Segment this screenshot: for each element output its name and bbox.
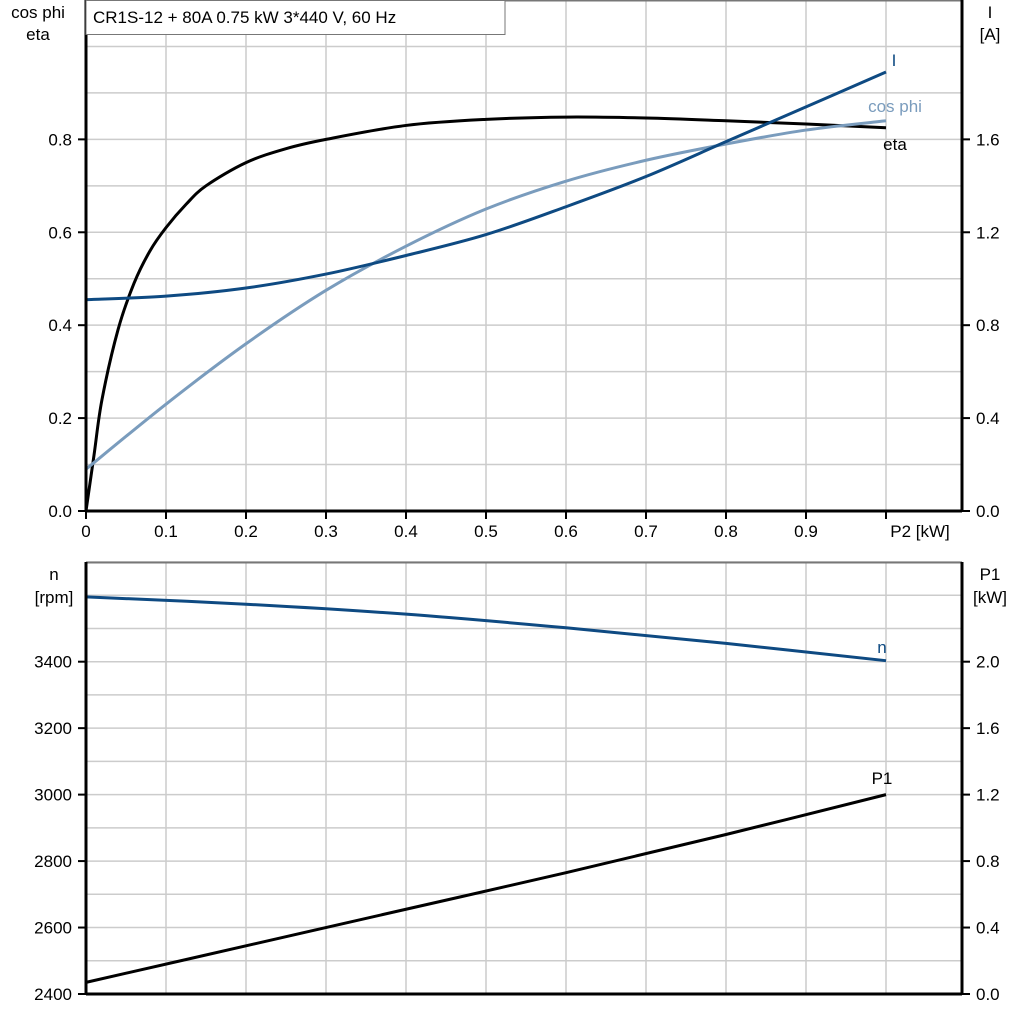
series-label-I: I	[892, 51, 897, 70]
y-left-tick-label: 3200	[34, 719, 72, 738]
series-line-cos-phi	[85, 119, 887, 471]
y-right-tick-label: 2.0	[976, 653, 1000, 672]
y-left-tick-label: 0.2	[48, 409, 72, 428]
y-left-tick-label: 0.8	[48, 130, 72, 149]
y-left-tick-label: 0.6	[48, 223, 72, 242]
y-right-tick-label: 0.8	[976, 316, 1000, 335]
title-box: CR1S-12 + 80A 0.75 kW 3*440 V, 60 Hz	[85, 0, 506, 35]
y-right-tick-label: 1.6	[976, 130, 1000, 149]
x-tick-label: 0	[81, 522, 90, 541]
series-label-n: n	[877, 638, 886, 657]
y-right-tick-label: 0.0	[976, 985, 1000, 1004]
x-tick-label: 0.3	[314, 522, 338, 541]
top-left-axis-label-2: eta	[26, 25, 50, 44]
y-left-tick-label: 3000	[34, 786, 72, 805]
bottom-left-axis-label-1: n	[49, 565, 58, 584]
chart-title: CR1S-12 + 80A 0.75 kW 3*440 V, 60 Hz	[93, 8, 396, 27]
bottom-left-axis-label-2: [rpm]	[35, 588, 74, 607]
y-right-tick-label: 0.4	[976, 919, 1000, 938]
tick-labels: 0.0 0.2 0.4 0.6 0.8 0.0 0.4 0.8 1.2 1.6 0 0.1 0.2 0.3…	[34, 130, 999, 1004]
x-tick-label: 0.1	[154, 522, 178, 541]
series-label-eta: eta	[883, 135, 907, 154]
y-left-tick-label: 0.4	[48, 316, 72, 335]
series-line-P1	[85, 793, 887, 984]
x-axis-label: P2 [kW]	[890, 522, 950, 541]
x-tick-label: 0.5	[474, 522, 498, 541]
series-line-eta	[84, 115, 887, 512]
bottom-right-axis-label-2: [kW]	[973, 588, 1007, 607]
y-right-tick-label: 0.0	[976, 502, 1000, 521]
top-grid	[86, 0, 962, 511]
y-right-tick-label: 0.8	[976, 852, 1000, 871]
x-tick-label: 0.6	[554, 522, 578, 541]
y-left-tick-label: 2600	[34, 919, 72, 938]
series-line-I	[85, 70, 887, 302]
y-left-tick-label: 0.0	[48, 502, 72, 521]
y-right-tick-label: 0.4	[976, 409, 1000, 428]
x-tick-label: 0.4	[394, 522, 418, 541]
axes	[78, 0, 970, 996]
x-tick-label: 0.9	[794, 522, 818, 541]
x-tick-label: 0.7	[634, 522, 658, 541]
y-left-tick-label: 3400	[34, 653, 72, 672]
y-left-tick-label: 2400	[34, 985, 72, 1004]
top-left-axis-label-1: cos phi	[11, 3, 65, 22]
y-right-tick-label: 1.2	[976, 786, 1000, 805]
bottom-grid	[86, 561, 962, 994]
series-label-cos-phi: cos phi	[868, 97, 922, 116]
x-tick-label: 0.2	[234, 522, 258, 541]
series-line-n	[85, 595, 887, 663]
top-right-axis-label-1: I	[988, 3, 993, 22]
top-right-axis-label-2: [A]	[980, 25, 1001, 44]
y-right-tick-label: 1.2	[976, 223, 1000, 242]
curves: eta cos phi In P1	[84, 51, 922, 984]
bottom-right-axis-label-1: P1	[980, 565, 1001, 584]
x-tick-label: 0.8	[714, 522, 738, 541]
series-label-P1: P1	[872, 769, 893, 788]
y-left-tick-label: 2800	[34, 852, 72, 871]
y-right-tick-label: 1.6	[976, 719, 1000, 738]
